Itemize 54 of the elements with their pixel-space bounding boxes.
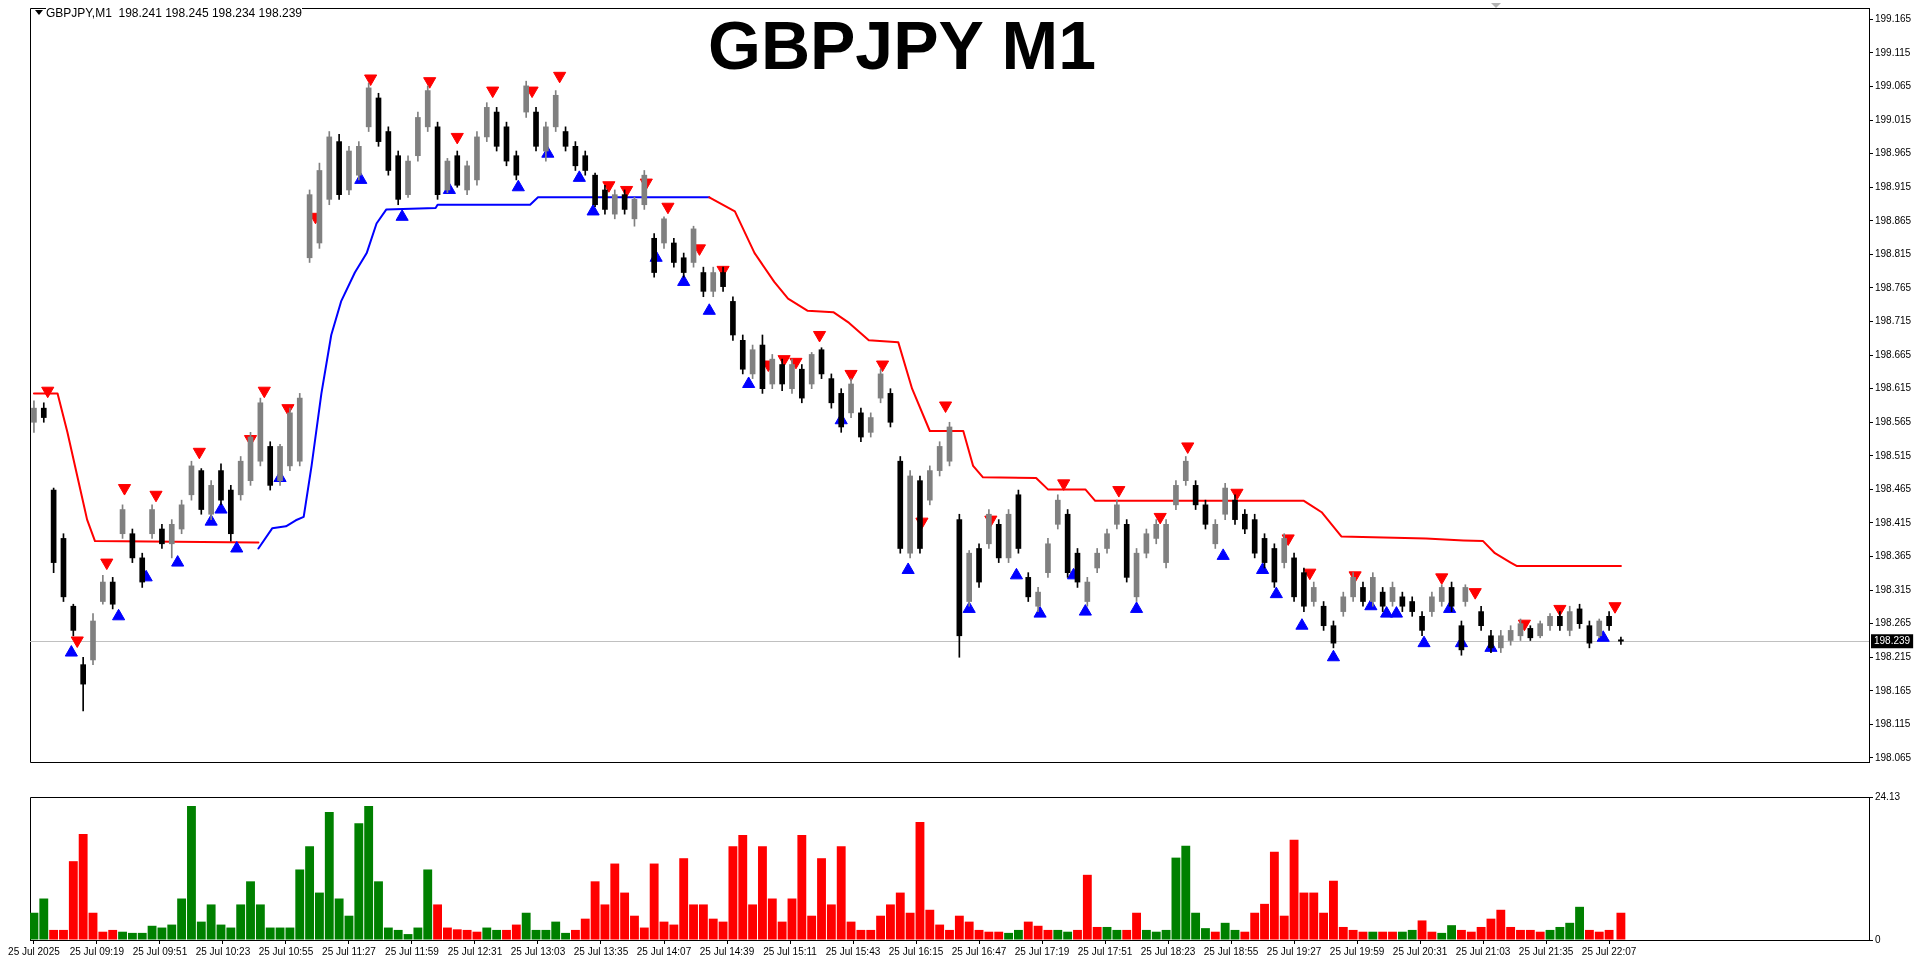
- x-tick-label: 25 Jul 12:31: [447, 945, 503, 957]
- y-tick-label: 198.115: [1875, 718, 1911, 730]
- x-tick-label: 25 Jul 18:23: [1140, 945, 1196, 957]
- y-tick-label: 198.815: [1875, 248, 1912, 260]
- y-tick-label: 198.065: [1875, 751, 1912, 763]
- x-tick-label: 25 Jul 21:03: [1455, 945, 1511, 957]
- y-tick-label: 199.065: [1875, 80, 1912, 92]
- x-tick-label: 25 Jul 16:15: [888, 945, 944, 957]
- x-tick-label: 25 Jul 14:07: [636, 945, 692, 957]
- x-tick-label: 25 Jul 2025: [8, 945, 61, 957]
- x-tick-label: 25 Jul 20:31: [1392, 945, 1448, 957]
- y-tick-label: 198.265: [1875, 617, 1912, 629]
- y-tick-label: 198.415: [1875, 516, 1912, 528]
- y-tick-label: 198.465: [1875, 483, 1912, 495]
- x-tick-label: 25 Jul 13:35: [573, 945, 629, 957]
- y-tick-label: 198.715: [1875, 315, 1912, 327]
- x-tick-label: 25 Jul 15:11: [763, 945, 818, 957]
- y-tick-label: 198.615: [1875, 382, 1912, 394]
- x-tick-label: 25 Jul 15:43: [825, 945, 881, 957]
- y-tick-label: 198.215: [1875, 651, 1912, 663]
- y-tick-label: 24.13: [1875, 790, 1901, 802]
- y-tick-label: 198.515: [1875, 449, 1912, 461]
- x-tick-label: 25 Jul 22:07: [1581, 945, 1637, 957]
- x-tick-label: 25 Jul 19:27: [1266, 945, 1322, 957]
- x-tick-label: 25 Jul 11:59: [385, 945, 440, 957]
- x-tick-label: 25 Jul 18:55: [1203, 945, 1259, 957]
- x-tick-label: 25 Jul 21:35: [1518, 945, 1574, 957]
- y-tick-label: 199.115: [1875, 46, 1911, 58]
- x-tick-label: 25 Jul 09:51: [132, 945, 188, 957]
- annotation: GBPJPY,M1 198.241 198.245 198.234 198.239: [46, 6, 302, 20]
- y-tick-label: 0: [1875, 933, 1881, 945]
- x-tick-label: 25 Jul 19:59: [1329, 945, 1385, 957]
- y-tick-label: 199.165: [1875, 13, 1912, 25]
- y-tick-label: 198.315: [1875, 583, 1912, 595]
- y-tick-label: 198.915: [1875, 181, 1912, 193]
- x-tick-label: 25 Jul 09:19: [69, 945, 125, 957]
- x-tick-label: 25 Jul 11:27: [322, 945, 377, 957]
- x-tick-label: 25 Jul 17:51: [1077, 945, 1133, 957]
- x-tick-label: 25 Jul 13:03: [510, 945, 566, 957]
- y-tick-label: 198.665: [1875, 348, 1912, 360]
- y-tick-label: 198.565: [1875, 416, 1912, 428]
- y-tick-label: 198.965: [1875, 147, 1912, 159]
- chart-title: GBPJPY M1: [707, 7, 1097, 83]
- y-tick-label: 198.365: [1875, 550, 1912, 562]
- y-tick-label: 198.765: [1875, 281, 1912, 293]
- x-tick-label: 25 Jul 17:19: [1014, 945, 1070, 957]
- y-tick-label: 198.865: [1875, 214, 1912, 226]
- y-tick-label: 199.015: [1875, 113, 1912, 125]
- ref-line-label: 198.239: [1874, 634, 1911, 646]
- x-tick-label: 25 Jul 14:39: [699, 945, 755, 957]
- x-tick-label: 25 Jul 16:47: [951, 945, 1007, 957]
- y-tick-label: 198.165: [1875, 684, 1912, 696]
- x-tick-label: 25 Jul 10:23: [195, 945, 251, 957]
- x-tick-label: 25 Jul 10:55: [258, 945, 314, 957]
